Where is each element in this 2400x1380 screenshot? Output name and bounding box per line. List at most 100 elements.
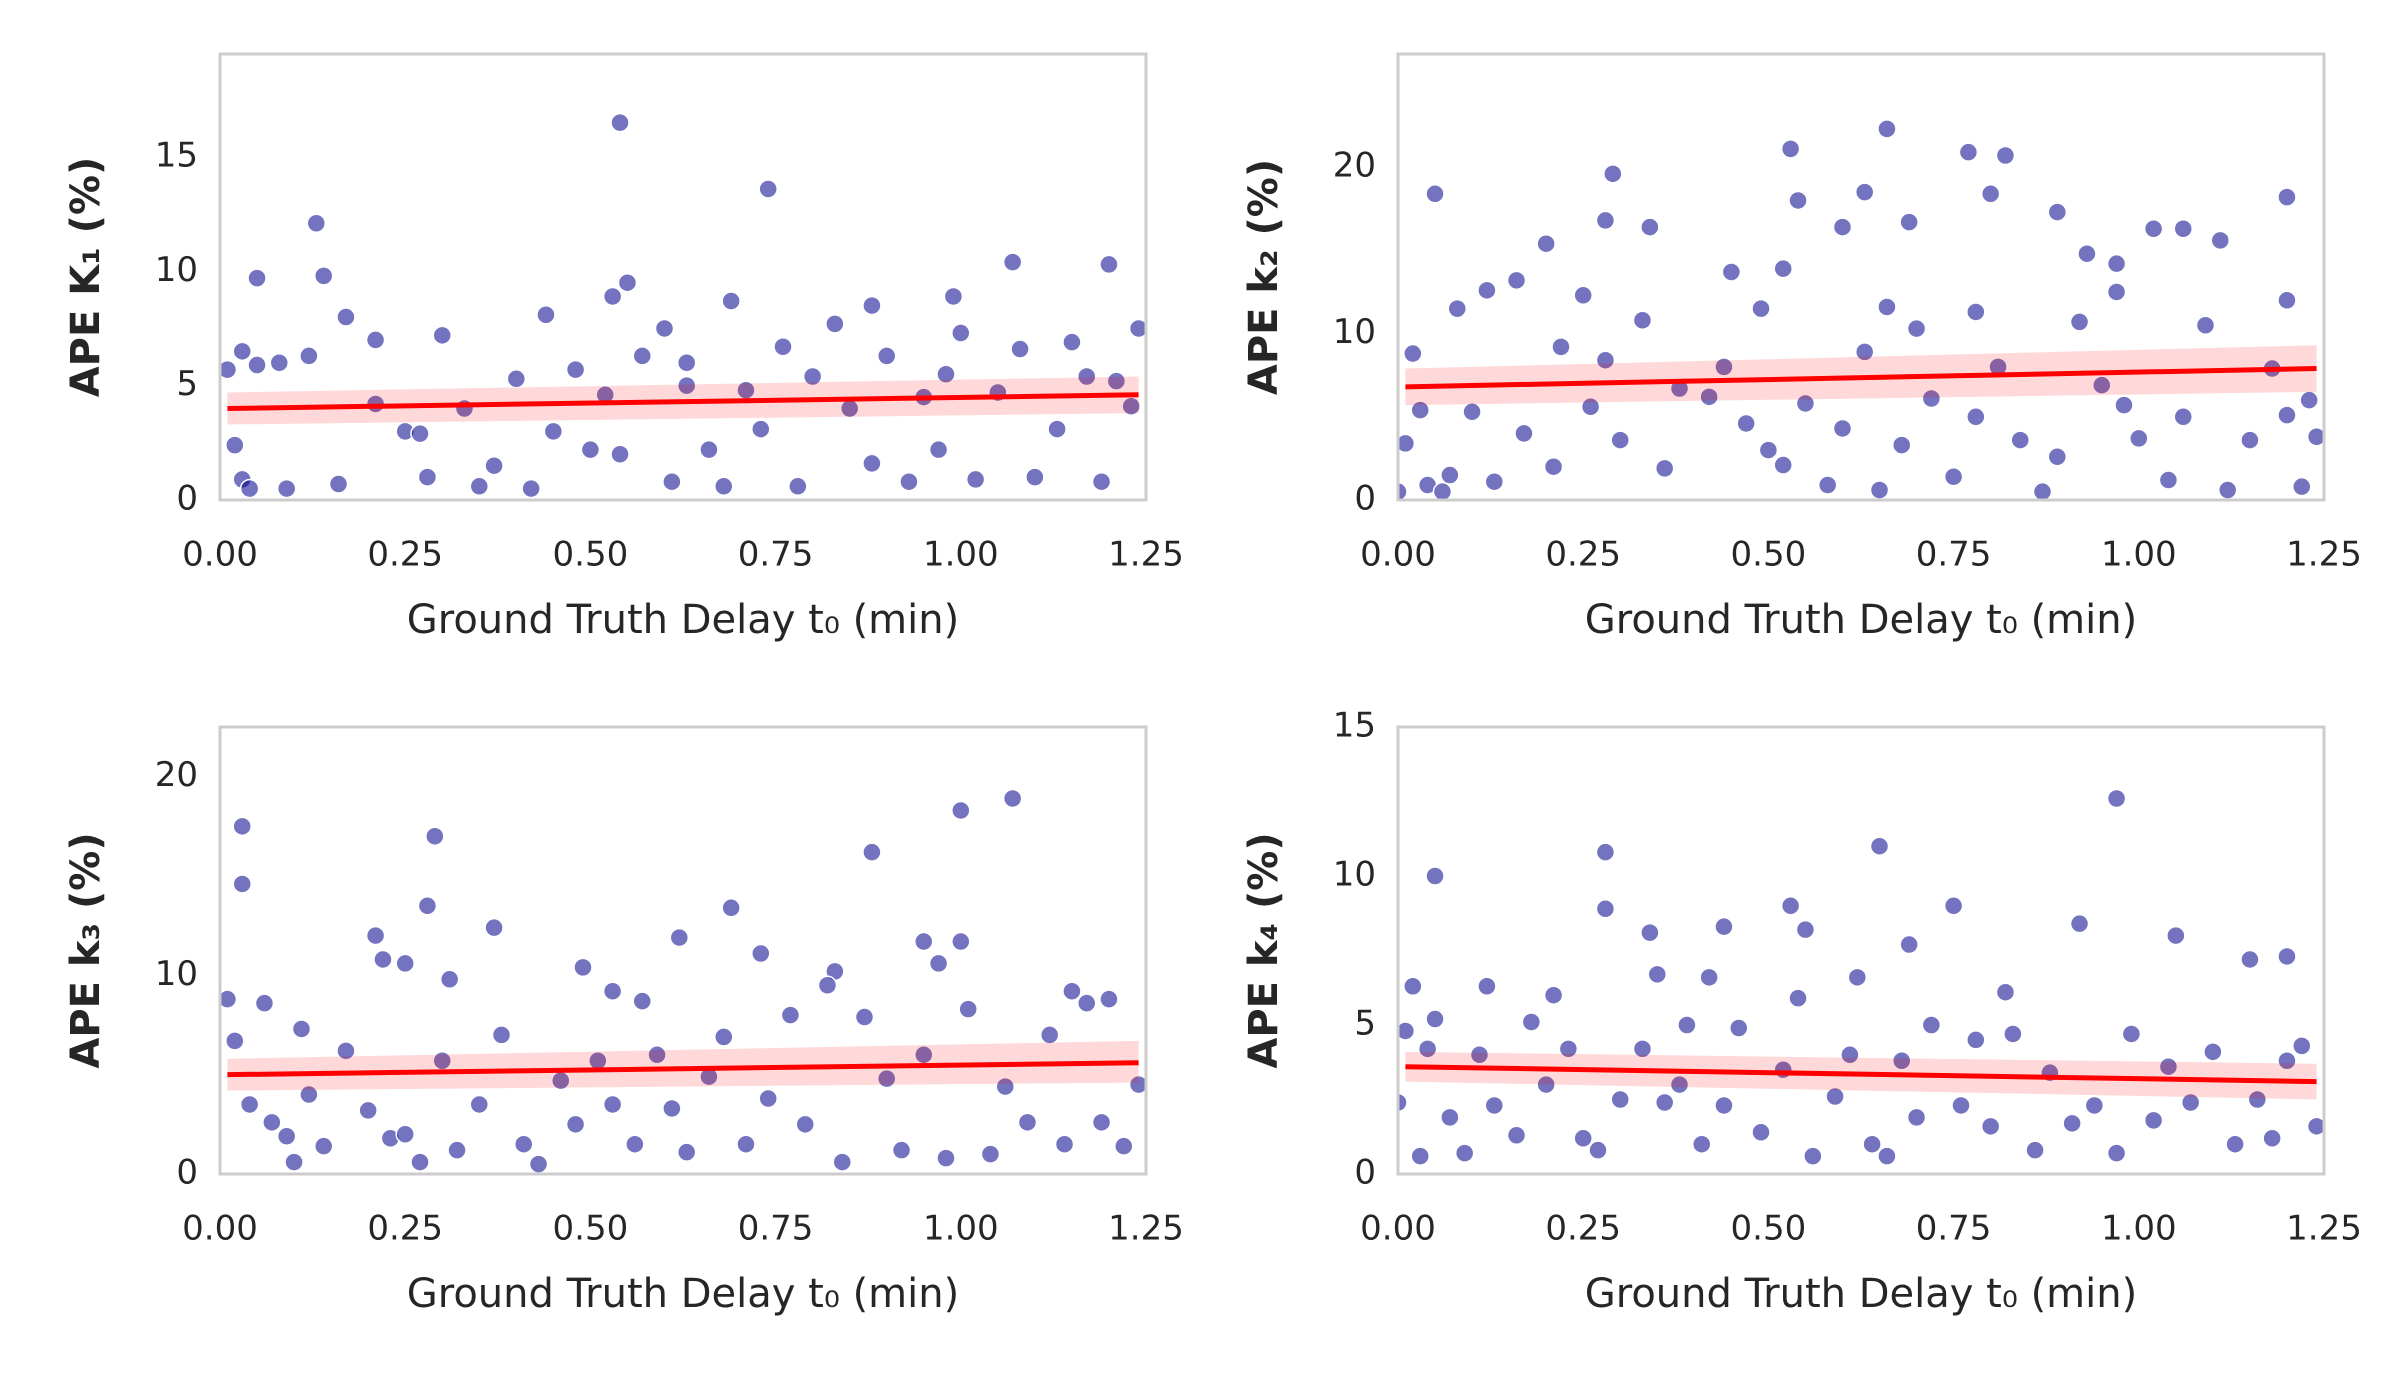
- point: [365, 925, 386, 946]
- y-tick-label: 10: [155, 954, 198, 994]
- x-tick-label: 0.75: [1916, 1209, 1992, 1249]
- point: [1773, 258, 1793, 279]
- point: [899, 471, 919, 492]
- point: [928, 439, 949, 460]
- point: [1106, 371, 1127, 391]
- point: [832, 1152, 853, 1172]
- point: [2010, 430, 2031, 450]
- point: [1610, 430, 1630, 450]
- point: [1966, 302, 1986, 322]
- point: [617, 272, 638, 293]
- point: [2292, 476, 2312, 497]
- point: [528, 1154, 549, 1174]
- point: [469, 1094, 490, 1115]
- point: [669, 927, 690, 948]
- point: [995, 1076, 1015, 1097]
- point: [1514, 423, 1534, 444]
- point: [543, 421, 564, 442]
- point: [1877, 119, 1897, 139]
- y-tick-label: 10: [1333, 855, 1376, 895]
- point: [1484, 1095, 1505, 1116]
- x-tick-label: 0.00: [1360, 535, 1436, 575]
- x-tick-label: 0.50: [1731, 535, 1807, 575]
- point: [1780, 896, 1801, 916]
- x-tick-label: 0.50: [553, 1209, 629, 1249]
- point: [2047, 446, 2068, 467]
- point: [1847, 967, 1868, 988]
- point: [2277, 946, 2297, 967]
- x-tick-label: 1.00: [923, 535, 999, 575]
- point: [795, 1114, 815, 1135]
- point: [2143, 1110, 2164, 1131]
- point: [410, 423, 430, 444]
- axes-frame: [218, 725, 1148, 1176]
- point: [373, 949, 393, 970]
- point: [610, 444, 630, 465]
- point: [1595, 842, 1616, 862]
- point: [536, 304, 556, 325]
- point: [802, 366, 823, 387]
- point: [2247, 1089, 2268, 1110]
- point: [1410, 400, 1430, 420]
- x-tick-label: 0.50: [1731, 1209, 1807, 1249]
- point: [936, 364, 956, 384]
- y-tick-label: 15: [155, 135, 198, 175]
- point: [1417, 1039, 1438, 1059]
- point: [2299, 390, 2319, 410]
- point: [721, 291, 741, 311]
- point: [1462, 402, 1482, 422]
- point: [1477, 280, 1497, 301]
- point: [1640, 922, 1660, 943]
- x-tick-label: 0.00: [182, 1209, 258, 1249]
- regression-line: [1405, 1064, 2317, 1085]
- point: [1091, 1112, 1112, 1133]
- point: [2062, 1113, 2082, 1134]
- point: [1076, 993, 1097, 1013]
- point: [788, 476, 808, 497]
- point: [854, 1007, 875, 1027]
- point: [2106, 282, 2127, 302]
- point: [1966, 407, 1986, 427]
- point: [1506, 1125, 1527, 1146]
- point: [565, 359, 586, 380]
- point: [1640, 217, 1660, 237]
- x-axis-label: Ground Truth Delay t₀ (min): [1585, 1271, 2137, 1317]
- point: [1995, 982, 2016, 1002]
- point: [662, 1098, 682, 1119]
- x-tick-label: 0.75: [738, 1209, 814, 1249]
- point: [699, 439, 719, 460]
- point: [1128, 1074, 1146, 1095]
- point: [1677, 1015, 1697, 1035]
- point: [713, 1027, 734, 1047]
- point: [1002, 788, 1023, 809]
- point: [1958, 142, 1979, 162]
- axes-frame: [218, 52, 1148, 502]
- point: [432, 325, 452, 346]
- point: [1899, 212, 1919, 232]
- point: [2092, 375, 2112, 395]
- point: [1398, 1021, 1416, 1041]
- point: [1891, 1051, 1912, 1071]
- x-tick-label: 1.25: [1108, 1209, 1184, 1249]
- point: [1425, 1009, 1445, 1029]
- point: [565, 1114, 586, 1135]
- point: [1425, 184, 1445, 204]
- point: [299, 346, 319, 366]
- point: [1454, 1143, 1475, 1163]
- point: [1477, 976, 1497, 997]
- x-tick-label: 1.00: [2101, 535, 2177, 575]
- point: [2047, 202, 2068, 222]
- point: [914, 931, 934, 952]
- point: [1788, 988, 1808, 1008]
- point: [1403, 976, 1423, 997]
- point: [1714, 916, 1734, 937]
- plot-area: [1398, 119, 2324, 500]
- point: [2306, 427, 2324, 447]
- point: [239, 1094, 260, 1115]
- point: [2195, 315, 2216, 336]
- point: [2306, 1116, 2324, 1137]
- point: [1736, 413, 1756, 434]
- x-tick-label: 0.25: [367, 1209, 443, 1249]
- point: [1817, 475, 1838, 495]
- point: [2277, 1051, 2297, 1071]
